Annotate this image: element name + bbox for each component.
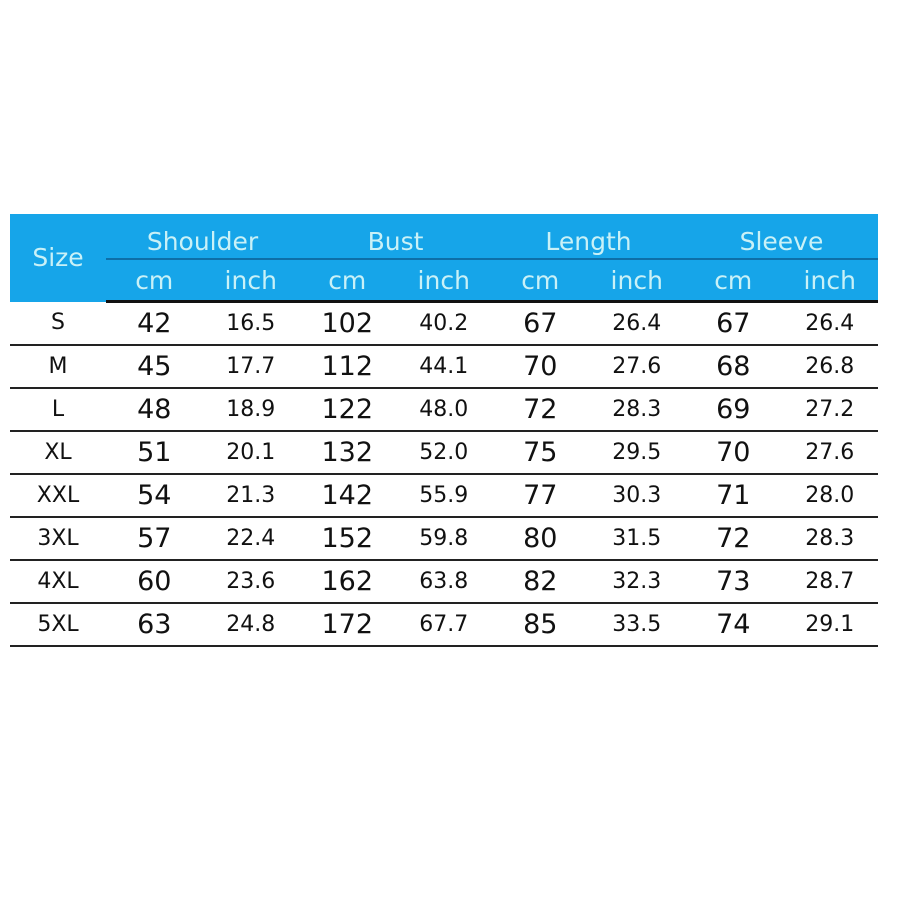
cm-cell: 54 — [106, 474, 203, 518]
cm-cell: 73 — [685, 560, 782, 604]
inch-cell: 33.5 — [588, 603, 685, 647]
inch-cell: 27.6 — [588, 345, 685, 389]
cm-cell: 51 — [106, 431, 203, 475]
cm-cell: 42 — [106, 301, 203, 346]
table-row: 4XL 60 23.6 162 63.8 82 32.3 73 28.7 — [10, 560, 878, 604]
cm-cell: 75 — [492, 431, 589, 475]
inch-cell: 63.8 — [395, 560, 492, 604]
size-cell: XXL — [10, 474, 106, 518]
cm-cell: 132 — [299, 431, 396, 475]
unit-header-cm: cm — [492, 258, 589, 303]
inch-cell: 32.3 — [588, 560, 685, 604]
cm-cell: 80 — [492, 517, 589, 561]
cm-cell: 67 — [492, 301, 589, 346]
unit-header-inch: inch — [588, 258, 685, 303]
table-row: XL 51 20.1 132 52.0 75 29.5 70 27.6 — [10, 431, 878, 475]
inch-cell: 29.5 — [588, 431, 685, 475]
inch-cell: 28.3 — [588, 388, 685, 432]
table-row: XXL 54 21.3 142 55.9 77 30.3 71 28.0 — [10, 474, 878, 518]
size-cell: 3XL — [10, 517, 106, 561]
cm-cell: 82 — [492, 560, 589, 604]
unit-header-inch: inch — [781, 258, 878, 303]
size-cell: L — [10, 388, 106, 432]
inch-cell: 24.8 — [202, 603, 299, 647]
table-row: L 48 18.9 122 48.0 72 28.3 69 27.2 — [10, 388, 878, 432]
inch-cell: 21.3 — [202, 474, 299, 518]
cm-cell: 60 — [106, 560, 203, 604]
inch-cell: 52.0 — [395, 431, 492, 475]
inch-cell: 16.5 — [202, 301, 299, 346]
cm-cell: 72 — [685, 517, 782, 561]
inch-cell: 44.1 — [395, 345, 492, 389]
cm-cell: 112 — [299, 345, 396, 389]
table-row: M 45 17.7 112 44.1 70 27.6 68 26.8 — [10, 345, 878, 389]
cm-cell: 85 — [492, 603, 589, 647]
cm-cell: 77 — [492, 474, 589, 518]
cm-cell: 45 — [106, 345, 203, 389]
inch-cell: 27.2 — [781, 388, 878, 432]
table-row: S 42 16.5 102 40.2 67 26.4 67 26.4 — [10, 301, 878, 346]
unit-header-inch: inch — [395, 258, 492, 303]
size-chart-table: Size Shoulder Bust Length Sleeve cm inch c… — [10, 214, 878, 647]
inch-cell: 20.1 — [202, 431, 299, 475]
inch-cell: 48.0 — [395, 388, 492, 432]
table-row: 5XL 63 24.8 172 67.7 85 33.5 74 29.1 — [10, 603, 878, 647]
cm-cell: 71 — [685, 474, 782, 518]
inch-cell: 17.7 — [202, 345, 299, 389]
cm-cell: 122 — [299, 388, 396, 432]
cm-cell: 72 — [492, 388, 589, 432]
inch-cell: 59.8 — [395, 517, 492, 561]
size-cell: S — [10, 301, 106, 346]
cm-cell: 70 — [492, 345, 589, 389]
unit-header-inch: inch — [202, 258, 299, 303]
cm-cell: 152 — [299, 517, 396, 561]
size-cell: 5XL — [10, 603, 106, 647]
unit-header-cm: cm — [299, 258, 396, 303]
cm-cell: 63 — [106, 603, 203, 647]
table-row: 3XL 57 22.4 152 59.8 80 31.5 72 28.3 — [10, 517, 878, 561]
cm-cell: 68 — [685, 345, 782, 389]
inch-cell: 28.3 — [781, 517, 878, 561]
inch-cell: 18.9 — [202, 388, 299, 432]
inch-cell: 28.0 — [781, 474, 878, 518]
inch-cell: 26.8 — [781, 345, 878, 389]
cm-cell: 74 — [685, 603, 782, 647]
bust-header: Bust — [299, 214, 492, 259]
cm-cell: 172 — [299, 603, 396, 647]
inch-cell: 40.2 — [395, 301, 492, 346]
cm-cell: 102 — [299, 301, 396, 346]
inch-cell: 23.6 — [202, 560, 299, 604]
cm-cell: 69 — [685, 388, 782, 432]
cm-cell: 142 — [299, 474, 396, 518]
size-header: Size — [10, 214, 106, 302]
cm-cell: 162 — [299, 560, 396, 604]
inch-cell: 55.9 — [395, 474, 492, 518]
cm-cell: 70 — [685, 431, 782, 475]
inch-cell: 29.1 — [781, 603, 878, 647]
inch-cell: 28.7 — [781, 560, 878, 604]
size-cell: M — [10, 345, 106, 389]
unit-header-cm: cm — [106, 258, 203, 303]
inch-cell: 26.4 — [588, 301, 685, 346]
cm-cell: 67 — [685, 301, 782, 346]
inch-cell: 67.7 — [395, 603, 492, 647]
unit-header-cm: cm — [685, 258, 782, 303]
sleeve-header: Sleeve — [685, 214, 878, 259]
inch-cell: 22.4 — [202, 517, 299, 561]
inch-cell: 27.6 — [781, 431, 878, 475]
size-cell: 4XL — [10, 560, 106, 604]
size-cell: XL — [10, 431, 106, 475]
cm-cell: 48 — [106, 388, 203, 432]
cm-cell: 57 — [106, 517, 203, 561]
inch-cell: 26.4 — [781, 301, 878, 346]
length-header: Length — [492, 214, 685, 259]
inch-cell: 30.3 — [588, 474, 685, 518]
inch-cell: 31.5 — [588, 517, 685, 561]
shoulder-header: Shoulder — [106, 214, 299, 259]
